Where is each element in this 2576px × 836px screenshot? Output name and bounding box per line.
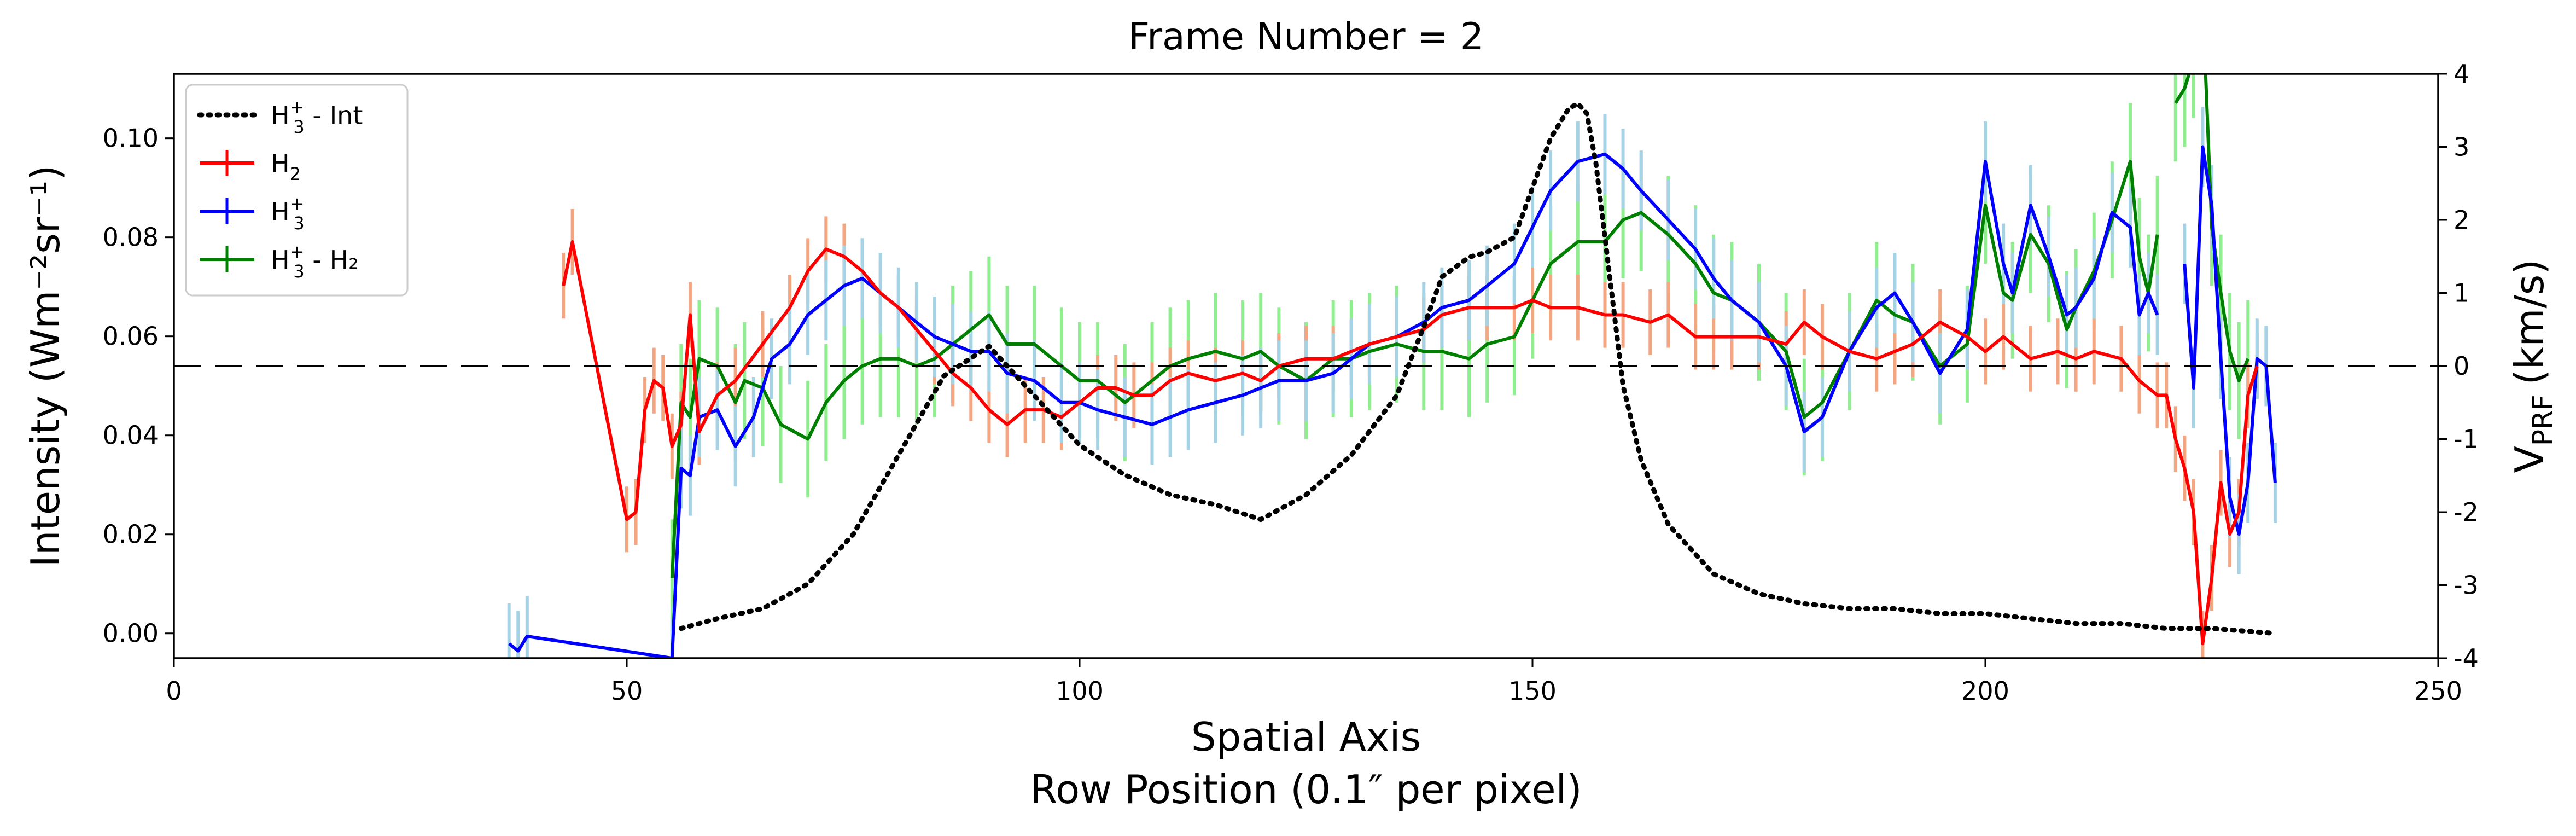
y-left-tick-label: 0.02	[103, 520, 159, 549]
series-line	[678, 101, 2278, 636]
y-right-tick-label: -4	[2453, 643, 2479, 673]
x-tick-label: 150	[1508, 676, 1557, 706]
legend-label: H+ 3 - Int	[271, 97, 363, 137]
x-tick-label: 250	[2414, 676, 2462, 706]
x-tick-label: 50	[611, 676, 643, 706]
y-right-tick-label: 3	[2453, 132, 2469, 162]
legend: H+ 3 - Int H2 H+ 3 H+ 3 - H₂	[185, 84, 409, 297]
x-axis-label-secondary: Row Position (0.1″ per pixel)	[1030, 767, 1582, 812]
y-right-tick-label: -2	[2453, 497, 2479, 527]
y-left-tick-label: 0.06	[103, 322, 159, 351]
y-axis-right: -4 -3 -2 -1 0 1 2 3 4	[2438, 59, 2479, 673]
x-tick-label: 100	[1056, 676, 1104, 706]
series-lines	[508, 74, 2278, 658]
y-left-tick-label: 0.08	[103, 223, 159, 252]
x-tick-label: 0	[166, 676, 182, 706]
series-line	[562, 240, 2259, 646]
y-right-tick-label: 4	[2453, 59, 2469, 89]
y-right-tick-label: 0	[2453, 351, 2469, 381]
y-right-tick-label: 2	[2453, 205, 2469, 235]
legend-box	[185, 84, 409, 297]
y-right-tick-label: -1	[2453, 425, 2479, 454]
legend-label: H+ 3	[271, 193, 305, 234]
y-left-tick-label: 0.00	[103, 619, 159, 648]
y-axis-label-right-sub: PRF	[2527, 394, 2558, 446]
legend-label: H2	[271, 149, 301, 184]
y-axis-label-left: Intensity (Wm⁻²sr⁻¹)	[22, 165, 68, 567]
y-axis-label-right-main: V	[2507, 446, 2552, 473]
series-line	[670, 160, 2159, 578]
y-axis-label-right-unit: (km/s)	[2507, 259, 2552, 385]
x-axis-label: Spatial Axis	[1191, 714, 1421, 760]
legend-label: H+ 3 - H₂	[271, 241, 359, 282]
y-axis-label-right: VPRF (km/s)	[2507, 259, 2558, 473]
y-left-tick-label: 0.10	[103, 124, 159, 153]
y-right-tick-label: -3	[2453, 571, 2479, 600]
x-tick-label: 200	[1961, 676, 2009, 706]
y-right-tick-label: 1	[2453, 278, 2469, 308]
y-left-tick-label: 0.04	[103, 421, 159, 450]
x-axis: 0 50 100 150 200 250	[166, 658, 2462, 706]
y-axis-left: 0.00 0.02 0.04 0.06 0.08 0.10	[103, 124, 174, 648]
chart-title: Frame Number = 2	[1128, 15, 1484, 59]
series-line	[2183, 145, 2277, 536]
